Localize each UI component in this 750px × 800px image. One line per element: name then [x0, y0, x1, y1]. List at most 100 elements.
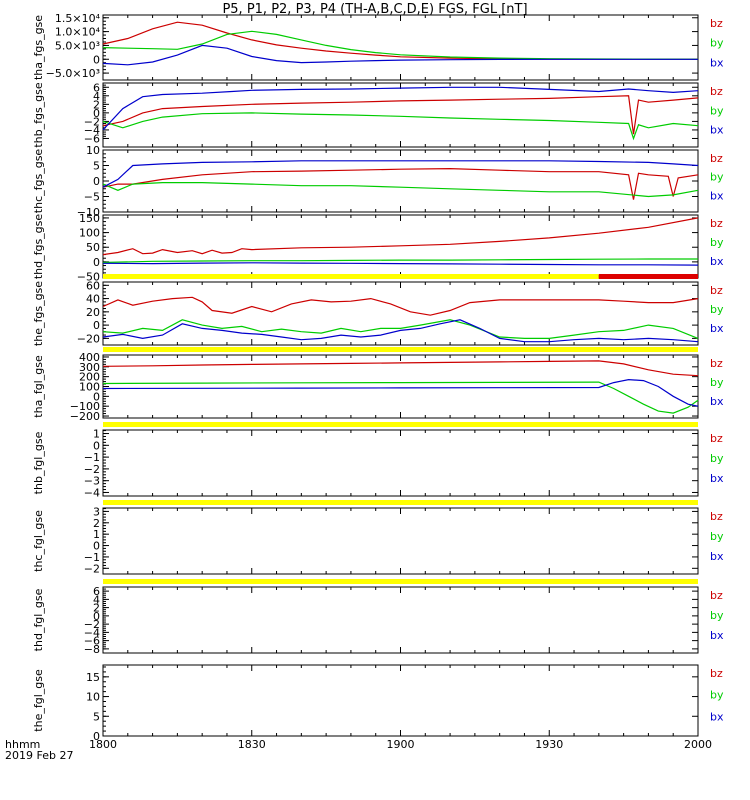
legend-by: by [710, 236, 724, 249]
legend-by: by [710, 171, 724, 184]
legend-bz: bz [710, 284, 723, 297]
x-tick-label: 1830 [238, 738, 266, 751]
legend-by: by [710, 452, 724, 465]
y-tick-label: 400 [79, 351, 100, 364]
series-by-line [102, 112, 699, 141]
y-tick-label: 1.5×10⁴ [55, 12, 101, 25]
y-tick-label: −2 [84, 562, 100, 575]
y-tick-label: −200 [70, 410, 100, 423]
y-tick-label: −2 [84, 463, 100, 476]
flag-bar-segment [103, 579, 698, 584]
panel-frame [102, 14, 699, 81]
y-tick-label: 200 [79, 371, 100, 384]
y-tick-label: 0 [93, 730, 100, 743]
legend-bz: bz [710, 432, 723, 445]
legend-bx: bx [710, 629, 724, 642]
x-tick-label: 1900 [387, 738, 415, 751]
y-tick-label: 0 [93, 175, 100, 188]
legend-by: by [710, 609, 724, 622]
y-tick-label: 1 [93, 528, 100, 541]
y-tick-label: 3 [93, 505, 100, 518]
series-by-line [102, 258, 698, 264]
series-bz-line [102, 360, 699, 377]
legend-by: by [710, 689, 724, 702]
y-tick-label: −10 [77, 206, 100, 219]
y-tick-label: 0 [93, 390, 100, 403]
y-tick-label: 5 [93, 160, 100, 173]
y-tick-label: 0 [93, 256, 100, 269]
legend-by: by [710, 376, 724, 389]
y-tick-label: −4 [84, 124, 100, 137]
legend-by: by [710, 530, 724, 543]
y-tick-label: −3 [84, 475, 100, 488]
panel-tha_fgs_gse: 1.5×10⁴1.0×10⁴5.0×10³0−5.0×10³tha_fgs_gs… [32, 12, 724, 81]
legend-by: by [710, 37, 724, 50]
y-tick-label: −2 [84, 115, 100, 128]
panel-frame [102, 214, 699, 279]
y-axis-label: the_fgs_gse [32, 281, 45, 346]
y-tick-label: 2 [93, 98, 100, 111]
y-axis-label: tha_fgs_gse [32, 15, 45, 80]
y-tick-label: 0 [93, 439, 100, 452]
panel-frame [102, 507, 699, 575]
y-axis-label: the_fgl_gse [32, 669, 45, 732]
series-by-line [102, 381, 699, 414]
series-bx-line [102, 378, 699, 407]
y-tick-label: 10 [86, 691, 100, 704]
y-tick-label: −4 [84, 486, 100, 499]
legend-bx: bx [710, 550, 724, 563]
y-tick-label: −6 [84, 132, 100, 145]
y-tick-label: 0 [93, 53, 100, 66]
legend-bx: bx [710, 395, 724, 408]
legend-bx: bx [710, 255, 724, 268]
legend-by: by [710, 303, 724, 316]
y-tick-label: −100 [70, 400, 100, 413]
series-bx-line [102, 44, 698, 66]
y-tick-label: −5 [84, 191, 100, 204]
series-bz-line [102, 95, 699, 135]
y-tick-label: 100 [79, 381, 100, 394]
y-tick-label: 0 [93, 540, 100, 553]
y-tick-label: 15 [86, 671, 100, 684]
y-tick-label: 5.0×10³ [55, 39, 100, 52]
panel-frame [102, 429, 699, 497]
chart-title: P5, P1, P2, P3, P4 (TH-A,B,C,D,E) FGS, F… [222, 2, 528, 17]
series-bz-line [102, 296, 699, 316]
y-tick-label: −8 [84, 643, 100, 656]
y-tick-label: 0 [93, 319, 100, 332]
y-axis-label: tha_fgl_gse [32, 355, 45, 418]
y-tick-label: −1 [84, 451, 100, 464]
legend-bz: bz [710, 217, 723, 230]
panel-thc_fgs_gse: 10 5 0 −5 −10 thc_fgs_gse bz by bx [32, 144, 724, 219]
legend-bz: bz [710, 85, 723, 98]
y-axis-label: thd_fgs_gse [32, 214, 45, 280]
series-bz-line [102, 167, 699, 200]
x-tick-label: 1930 [535, 738, 563, 751]
legend-bz: bz [710, 510, 723, 523]
legend-bx: bx [710, 472, 724, 485]
y-axis-label: thb_fgs_gse [32, 82, 45, 148]
y-tick-label: 1.0×10⁴ [55, 26, 101, 39]
panel-frame [102, 664, 699, 737]
y-tick-label: 100 [79, 227, 100, 240]
y-tick-label: 50 [86, 241, 100, 254]
legend-by: by [710, 104, 724, 117]
y-tick-label: −4 [84, 626, 100, 639]
series-bx-line [102, 262, 699, 266]
legend-bz: bz [710, 589, 723, 602]
y-axis-label: thc_fgl_gse [32, 510, 45, 572]
legend-bz: bz [710, 17, 723, 30]
series-by-line [102, 319, 699, 339]
flag-bar-segment [103, 274, 599, 279]
y-axis-label: thd_fgl_gse [32, 588, 45, 651]
y-tick-label: 4 [93, 90, 100, 103]
y-axis-label: thc_fgs_gse [32, 149, 45, 214]
y-tick-label: 20 [86, 306, 100, 319]
flag-bar-segment [103, 500, 698, 505]
x-tick-label: 2000 [684, 738, 712, 751]
series-by-line [102, 30, 699, 60]
